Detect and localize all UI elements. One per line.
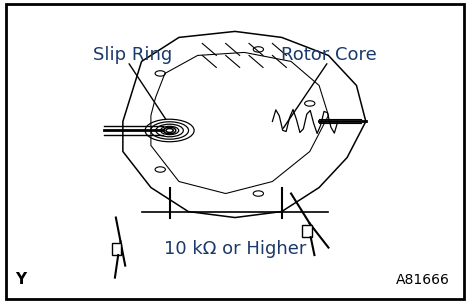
Text: Y: Y <box>16 271 26 287</box>
FancyBboxPatch shape <box>302 225 312 237</box>
FancyBboxPatch shape <box>112 243 121 255</box>
Text: Rotor Core: Rotor Core <box>281 46 376 65</box>
Text: 10 kΩ or Higher: 10 kΩ or Higher <box>164 240 306 258</box>
FancyBboxPatch shape <box>6 4 464 299</box>
Text: A81666: A81666 <box>396 273 450 287</box>
Text: Slip Ring: Slip Ring <box>93 46 172 65</box>
